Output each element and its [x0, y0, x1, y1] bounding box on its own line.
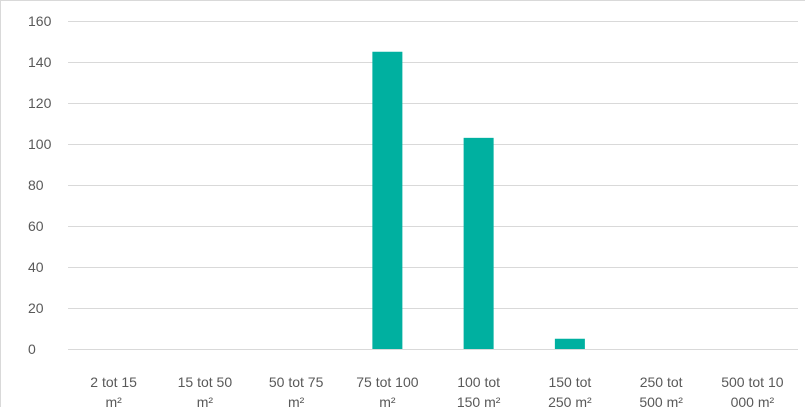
bar-4: [463, 137, 494, 349]
y-tick-label: 120: [28, 95, 52, 111]
x-category-label: 2 tot 15: [90, 374, 137, 390]
x-category-label: 100 tot: [457, 374, 500, 390]
y-tick-label: 160: [28, 13, 52, 29]
x-category-label: m²: [288, 394, 305, 408]
x-category-label: m²: [197, 394, 214, 408]
y-tick-label: 40: [28, 259, 44, 275]
x-category-label: 15 tot 50: [178, 374, 233, 390]
y-tick-label: 80: [28, 177, 44, 193]
y-tick-label: 60: [28, 218, 44, 234]
x-category-label: 150 tot: [548, 374, 591, 390]
y-tick-label: 20: [28, 300, 44, 316]
x-category-label: 500 tot 10: [721, 374, 783, 390]
y-tick-label: 100: [28, 136, 52, 152]
y-tick-label: 0: [28, 341, 36, 357]
x-category-label: 250 tot: [640, 374, 683, 390]
x-category-label: 250 m²: [548, 394, 592, 408]
x-category-label: m²: [105, 394, 122, 408]
x-category-label: m²: [379, 394, 396, 408]
x-category-label: 75 tot 100: [356, 374, 418, 390]
x-axis-labels: 2 tot 15 m² 15 tot 50 m² 50 tot 75 m² 75 tot 1…: [90, 374, 783, 408]
y-axis-ticks: 0 20 40 60 80 100 120 140 160: [28, 13, 52, 357]
x-category-label: 000 m²: [731, 394, 775, 408]
x-category-label: 150 m²: [457, 394, 501, 408]
bar-5: [554, 338, 585, 349]
y-tick-label: 140: [28, 54, 52, 70]
x-category-label: 500 m²: [639, 394, 683, 408]
bar-3: [372, 51, 403, 349]
bars: [372, 51, 585, 349]
gridlines: [68, 21, 798, 350]
x-category-label: 50 tot 75: [269, 374, 324, 390]
